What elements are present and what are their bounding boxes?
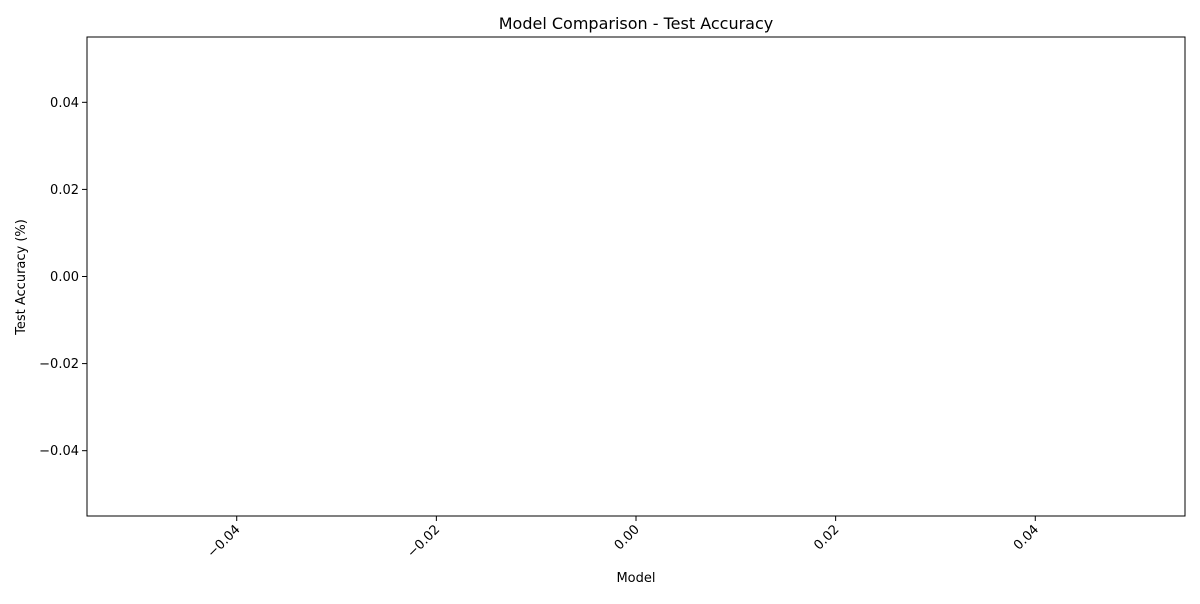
x-tick-label: −0.04 [205, 522, 244, 561]
y-axis-ticks: −0.04 −0.02 0.00 0.02 0.04 [39, 96, 87, 459]
x-tick-label: 0.00 [612, 522, 643, 553]
x-tick-label: 0.04 [1011, 522, 1042, 553]
x-axis-ticks: −0.04 −0.02 0.00 0.02 0.04 [205, 516, 1042, 561]
chart-title: Model Comparison - Test Accuracy [499, 14, 774, 33]
y-tick-label: −0.04 [39, 444, 79, 459]
y-tick-label: 0.00 [50, 270, 79, 285]
y-axis-label: Test Accuracy (%) [14, 219, 29, 336]
x-tick-label: 0.02 [811, 522, 842, 553]
plot-area-frame [86, 36, 1186, 517]
y-tick-label: 0.04 [50, 96, 79, 111]
y-tick-label: −0.02 [39, 357, 79, 372]
y-tick-label: 0.02 [50, 183, 79, 198]
x-tick-label: −0.02 [404, 522, 443, 561]
x-axis-label: Model [616, 571, 655, 586]
